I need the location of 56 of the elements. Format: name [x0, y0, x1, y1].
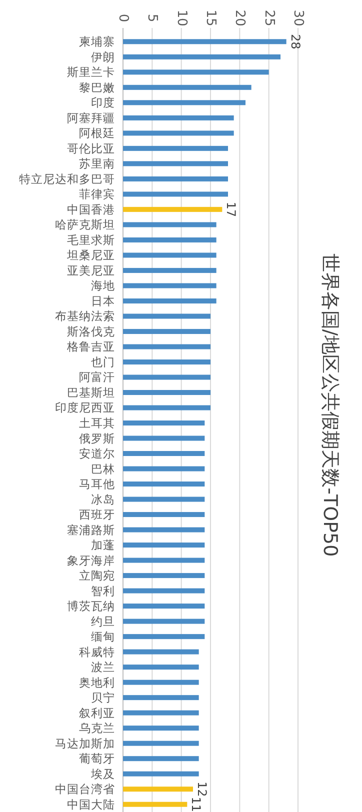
y-tick-label: 柬埔寨: [79, 34, 115, 49]
y-tick-label: 智利: [91, 584, 115, 598]
data-label: 12: [195, 781, 209, 797]
y-tick-label: 科威特: [79, 644, 115, 659]
data-label: 17: [224, 202, 238, 218]
y-tick-label: 毛里求斯: [67, 232, 115, 247]
y-tick-label: 菲律宾: [79, 187, 115, 202]
y-tick-label: 立陶宛: [79, 568, 115, 583]
y-tick-label: 葡萄牙: [79, 752, 115, 766]
y-tick-label: 印度尼西亚: [55, 400, 115, 415]
y-tick-label: 哥伦比亚: [67, 141, 115, 156]
data-label: 11: [189, 796, 204, 812]
y-tick-label: 亚美尼亚: [67, 263, 115, 278]
y-tick-label: 贝宁: [91, 690, 115, 705]
y-tick-label: 波兰: [91, 660, 115, 674]
y-tick-label: 中国大陆: [67, 797, 115, 812]
y-tick-label: 博茨瓦纳: [67, 599, 115, 614]
y-tick-label: 黎巴嫩: [79, 80, 115, 94]
y-tick-label: 安道尔: [79, 446, 115, 461]
y-tick-label: 马达加斯加: [55, 736, 115, 750]
y-tick-label: 俄罗斯: [79, 431, 115, 446]
y-tick-label: 中国台湾省: [55, 782, 115, 796]
y-tick-label: 伊朗: [91, 50, 115, 64]
y-tick-label: 土耳其: [79, 416, 115, 430]
y-tick-label: 哈萨克斯坦: [55, 218, 115, 232]
y-tick-label: 叙利亚: [79, 706, 115, 720]
y-tick-label: 巴林: [91, 462, 115, 476]
y-tick-label: 印度: [91, 96, 115, 110]
y-tick-label: 缅甸: [91, 630, 115, 644]
y-tick-label: 约旦: [91, 614, 115, 628]
y-tick-label: 布基纳法索: [55, 309, 115, 324]
y-tick-label: 特立尼达和多巴哥: [19, 172, 115, 186]
y-tick-label: 中国香港: [67, 202, 115, 216]
y-tick-label: 日本: [91, 294, 115, 308]
y-tick-label: 阿富汗: [79, 370, 115, 384]
y-tick-label: 西班牙: [79, 508, 115, 522]
y-tick-label: 奥地利: [79, 675, 115, 690]
y-tick-label: 马耳他: [79, 477, 115, 492]
y-tick-label: 象牙海岸: [67, 553, 115, 568]
y-tick-label: 海地: [91, 278, 115, 293]
y-tick-label: 阿根廷: [79, 126, 115, 140]
y-tick-label: 斯里兰卡: [67, 65, 115, 80]
y-tick-label: 格鲁吉亚: [66, 340, 115, 354]
y-tick-label: 也门: [91, 354, 115, 369]
y-tick-label: 苏里南: [79, 156, 115, 171]
y-tick-label: 阿塞拜疆: [67, 110, 115, 125]
y-tick-label: 塞浦路斯: [67, 522, 115, 537]
y-tick-label: 加蓬: [91, 538, 115, 552]
y-tick-label: 埃及: [90, 766, 115, 781]
y-tick-label: 斯洛伐克: [67, 324, 115, 338]
y-tick-label: 乌克兰: [79, 721, 115, 736]
y-tick-label: 冰岛: [91, 492, 115, 506]
y-tick-label: 巴基斯坦: [67, 385, 115, 400]
y-tick-label: 坦桑尼亚: [66, 248, 115, 262]
text: 世界各国/地区公共假期天数-TOP50: [319, 253, 341, 557]
data-label: 28: [288, 34, 302, 50]
